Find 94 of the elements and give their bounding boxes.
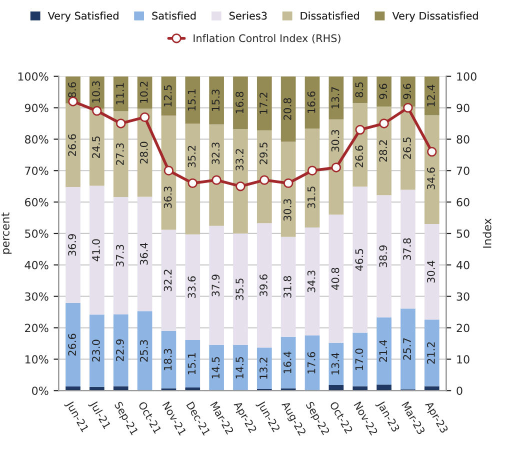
data-label: 38.9 <box>379 245 388 268</box>
y2-tick-label: 90 <box>456 104 470 112</box>
y-tick-label: 100% <box>18 72 48 81</box>
legend-label: Satisfied <box>152 12 196 20</box>
data-label: 17.2 <box>260 92 268 114</box>
data-label: 28.2 <box>379 140 388 162</box>
data-label: 26.6 <box>68 334 76 356</box>
y-tick-label: 90% <box>24 104 48 112</box>
y2-tick-label: 0 <box>456 386 462 396</box>
data-label: 22.9 <box>116 339 124 362</box>
data-label: 30.3 <box>283 199 292 221</box>
data-label: 36.9 <box>68 234 76 256</box>
data-label: 32.2 <box>164 270 172 292</box>
data-label: 8.6 <box>68 82 76 98</box>
y-tick-label: 0% <box>32 386 48 396</box>
data-label: 37.8 <box>403 238 411 260</box>
data-label: 27.3 <box>116 143 124 165</box>
data-label: 12.4 <box>427 84 435 106</box>
data-label: 31.8 <box>283 276 292 298</box>
data-label: 13.4 <box>331 352 340 374</box>
data-label: 15.1 <box>188 353 196 374</box>
data-label: 10.2 <box>140 82 148 103</box>
data-label: 36.4 <box>140 242 148 265</box>
y-tick-label: 40% <box>24 260 48 270</box>
data-label: 30.4 <box>427 260 435 283</box>
data-label: 21.4 <box>379 340 387 362</box>
data-label: 9.6 <box>403 84 411 100</box>
data-label: 33.2 <box>236 149 244 170</box>
y2-tick-label: 80 <box>456 135 470 144</box>
data-label: 21.2 <box>427 342 435 364</box>
data-label: 41.0 <box>92 239 100 262</box>
y-tick-label: 50% <box>25 229 48 238</box>
y-tick-label: 10% <box>25 355 48 364</box>
data-label: 13.2 <box>260 358 268 379</box>
data-label: 37.9 <box>212 274 220 296</box>
data-label: 34.3 <box>307 270 316 292</box>
data-label: 26.5 <box>403 137 411 159</box>
data-label: 14.5 <box>236 357 244 378</box>
y2-tick-label: 70 <box>456 166 470 175</box>
data-label: 24.5 <box>92 136 100 158</box>
data-label: 16.6 <box>307 91 316 113</box>
data-label: 9.6 <box>379 84 388 100</box>
data-label: 26.6 <box>355 146 364 168</box>
data-label: 36.3 <box>164 186 172 208</box>
data-label: 13.7 <box>331 87 340 108</box>
data-label: 37.3 <box>116 244 124 266</box>
legend-label: Series3 <box>230 12 267 20</box>
data-label: 20.8 <box>283 98 292 120</box>
data-label: 30.3 <box>331 130 340 152</box>
data-label: 18.3 <box>164 348 172 370</box>
data-label: 16.4 <box>283 352 292 374</box>
data-label: 15.1 <box>188 89 196 111</box>
data-label: 32.3 <box>212 142 220 164</box>
data-label: 29.5 <box>260 142 268 164</box>
data-label: 35.5 <box>236 278 244 300</box>
data-label: 23.0 <box>92 340 100 362</box>
y2-tick-label: 40 <box>456 260 470 270</box>
y-tick-label: 80% <box>24 135 48 144</box>
y-tick-label: 20% <box>25 324 48 332</box>
legend-label: Inflation Control Index (RHS) <box>194 34 340 44</box>
y2-tick-label: 30 <box>456 292 470 301</box>
data-label: 8.5 <box>355 82 364 98</box>
legend-label: Dissatisfied <box>300 12 359 20</box>
data-label: 35.2 <box>188 146 196 168</box>
data-label: 33.6 <box>188 276 196 298</box>
data-label: 46.5 <box>355 249 364 271</box>
y2-tick-label: 100 <box>457 72 476 81</box>
data-label: 28.0 <box>140 142 148 164</box>
data-label: 26.6 <box>68 134 76 156</box>
data-label: 39.6 <box>260 274 268 296</box>
legend-label: Very Dissatisfied <box>392 12 478 22</box>
data-label: 14.5 <box>212 357 220 378</box>
data-label: 31.5 <box>307 186 316 208</box>
data-label: 12.5 <box>164 85 172 106</box>
y2-tick-label: 60 <box>456 198 470 206</box>
y2-axis-title: Index <box>482 218 492 248</box>
y-tick-label: 60% <box>25 198 48 206</box>
data-label: 34.6 <box>427 168 435 190</box>
y-tick-label: 30% <box>25 292 48 301</box>
data-label: 10.3 <box>92 81 100 102</box>
y-tick-label: 70% <box>25 166 48 175</box>
y-axis-title: percent <box>1 212 12 254</box>
y2-tick-label: 50 <box>456 229 470 238</box>
data-label: 15.3 <box>212 90 220 111</box>
data-label: 25.7 <box>403 338 411 360</box>
data-label: 40.8 <box>331 268 340 290</box>
data-label: 17.6 <box>307 352 316 374</box>
data-label: 17.0 <box>355 348 364 370</box>
y2-tick-label: 20 <box>456 324 470 332</box>
data-label: 25.3 <box>140 340 148 362</box>
y2-tick-label: 10 <box>457 355 470 364</box>
legend-label: Very Satisfied <box>48 12 118 22</box>
data-label: 11.1 <box>116 83 124 104</box>
data-label: 16.8 <box>236 92 244 114</box>
